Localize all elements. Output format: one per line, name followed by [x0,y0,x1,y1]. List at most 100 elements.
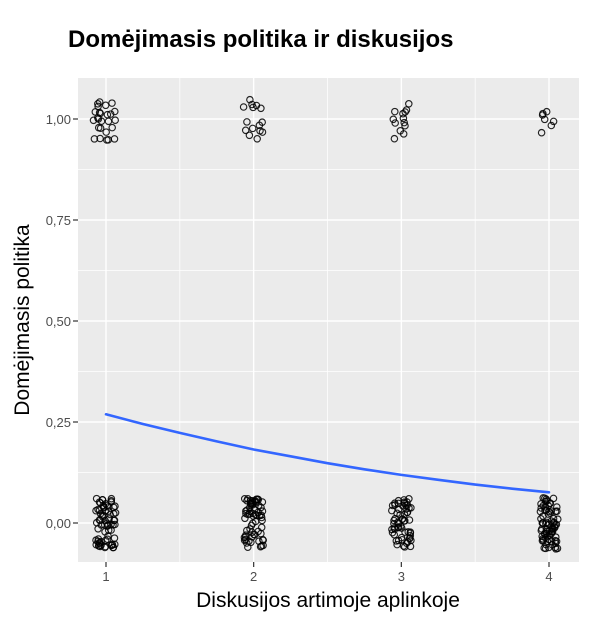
x-axis-title: Diskusijos artimoje aplinkoje [196,589,460,612]
scatter-point [400,118,408,127]
scatter-point [107,497,116,505]
scatter-point [537,128,546,137]
scatter-point [393,509,401,518]
scatter-point [257,104,265,113]
x-tick-label: 4 [545,569,553,584]
scatter-point [389,115,398,124]
scatter-point [96,134,104,143]
scatter-point [92,494,101,503]
scatter-point [243,118,251,126]
trend-line [104,413,551,494]
x-tick-label: 1 [102,569,110,584]
scatter-point [107,541,115,550]
scatter-point [399,114,408,123]
scatter-point [547,537,556,546]
scatter-point [111,502,119,510]
scatter-point [400,517,408,525]
scatter-point [94,537,102,546]
chart-title: Domėjimasis politika ir diskusijos [68,26,454,53]
scatter-point [246,95,254,104]
scatter-point [248,528,256,537]
minor-gridlines [78,78,579,562]
scatter-point [404,528,412,536]
major-gridlines [78,78,579,562]
plot-panel [78,78,579,562]
scatter-point [391,107,399,116]
scatter-point [545,507,553,516]
y-tick-label: 1,00 [45,112,71,127]
scatter-point [258,516,266,525]
scatter-point [405,100,413,108]
scatter-point [547,121,556,130]
scatter-point [242,507,250,515]
scatter-point [242,509,250,518]
scatter-point [542,107,551,116]
scatter-point [248,100,256,109]
scatter-point [253,495,262,503]
y-tick-label: 0,25 [45,415,71,430]
scatter-point [103,501,111,510]
scatter-point [95,539,104,548]
scatter-point [91,108,100,116]
scatter-point [539,501,548,510]
scatter-point [401,121,409,130]
scatter-point [259,541,267,550]
scatter-point [109,543,118,552]
scatter-point [243,506,251,514]
scatter-point [547,517,556,525]
scatter-point [244,543,252,551]
scatter-point [96,124,105,132]
scatter-point [405,495,413,503]
scatter-point [402,106,411,114]
scatter-point [548,541,557,549]
scatter-point [258,128,267,136]
scatter-point [394,520,403,528]
scatter-point [239,103,248,111]
scatter-point [243,526,251,535]
scatter-point [245,131,254,140]
scatter-point [101,101,110,110]
scatter-point [240,536,249,545]
scatter-point [95,108,104,117]
scatter-point [94,100,102,108]
scatter-point [106,110,115,118]
scatter-point [248,124,257,133]
scatter-point [547,530,556,538]
scatter-point [394,536,403,545]
scatter-point [95,98,104,106]
scatter-point [250,530,258,539]
scatter-point [101,516,109,525]
scatter-point [106,510,114,519]
scatter-point [391,501,399,509]
scatter-point [90,135,99,143]
scatter-point [109,503,118,512]
scatter-point [405,516,414,524]
scatter-point [96,499,105,507]
scatter-point [101,500,110,508]
scatter-point [248,499,256,508]
scatter-point [258,118,266,126]
scatter-point [94,525,102,533]
scatter-point [103,110,112,119]
scatter-point [402,539,411,547]
scatter-point [102,128,110,136]
scatter-point [249,519,257,527]
scatter-point [396,127,405,135]
y-tick-label: 0,75 [45,213,71,228]
scatter-point [242,531,250,539]
scatter-point [553,503,561,511]
scatter-point [111,116,119,124]
scatter-point [403,508,412,517]
scatter-point [95,506,104,515]
scatter-point [551,521,559,529]
y-tick-label: 0,00 [45,516,71,531]
scatter-point [540,115,549,124]
scatter-point [549,117,558,126]
scatter-point [542,495,551,503]
scatter-points [89,95,562,553]
scatter-point [97,117,106,125]
scatter-point [248,497,257,505]
scatter-point [404,538,412,546]
scatter-point [390,134,399,143]
